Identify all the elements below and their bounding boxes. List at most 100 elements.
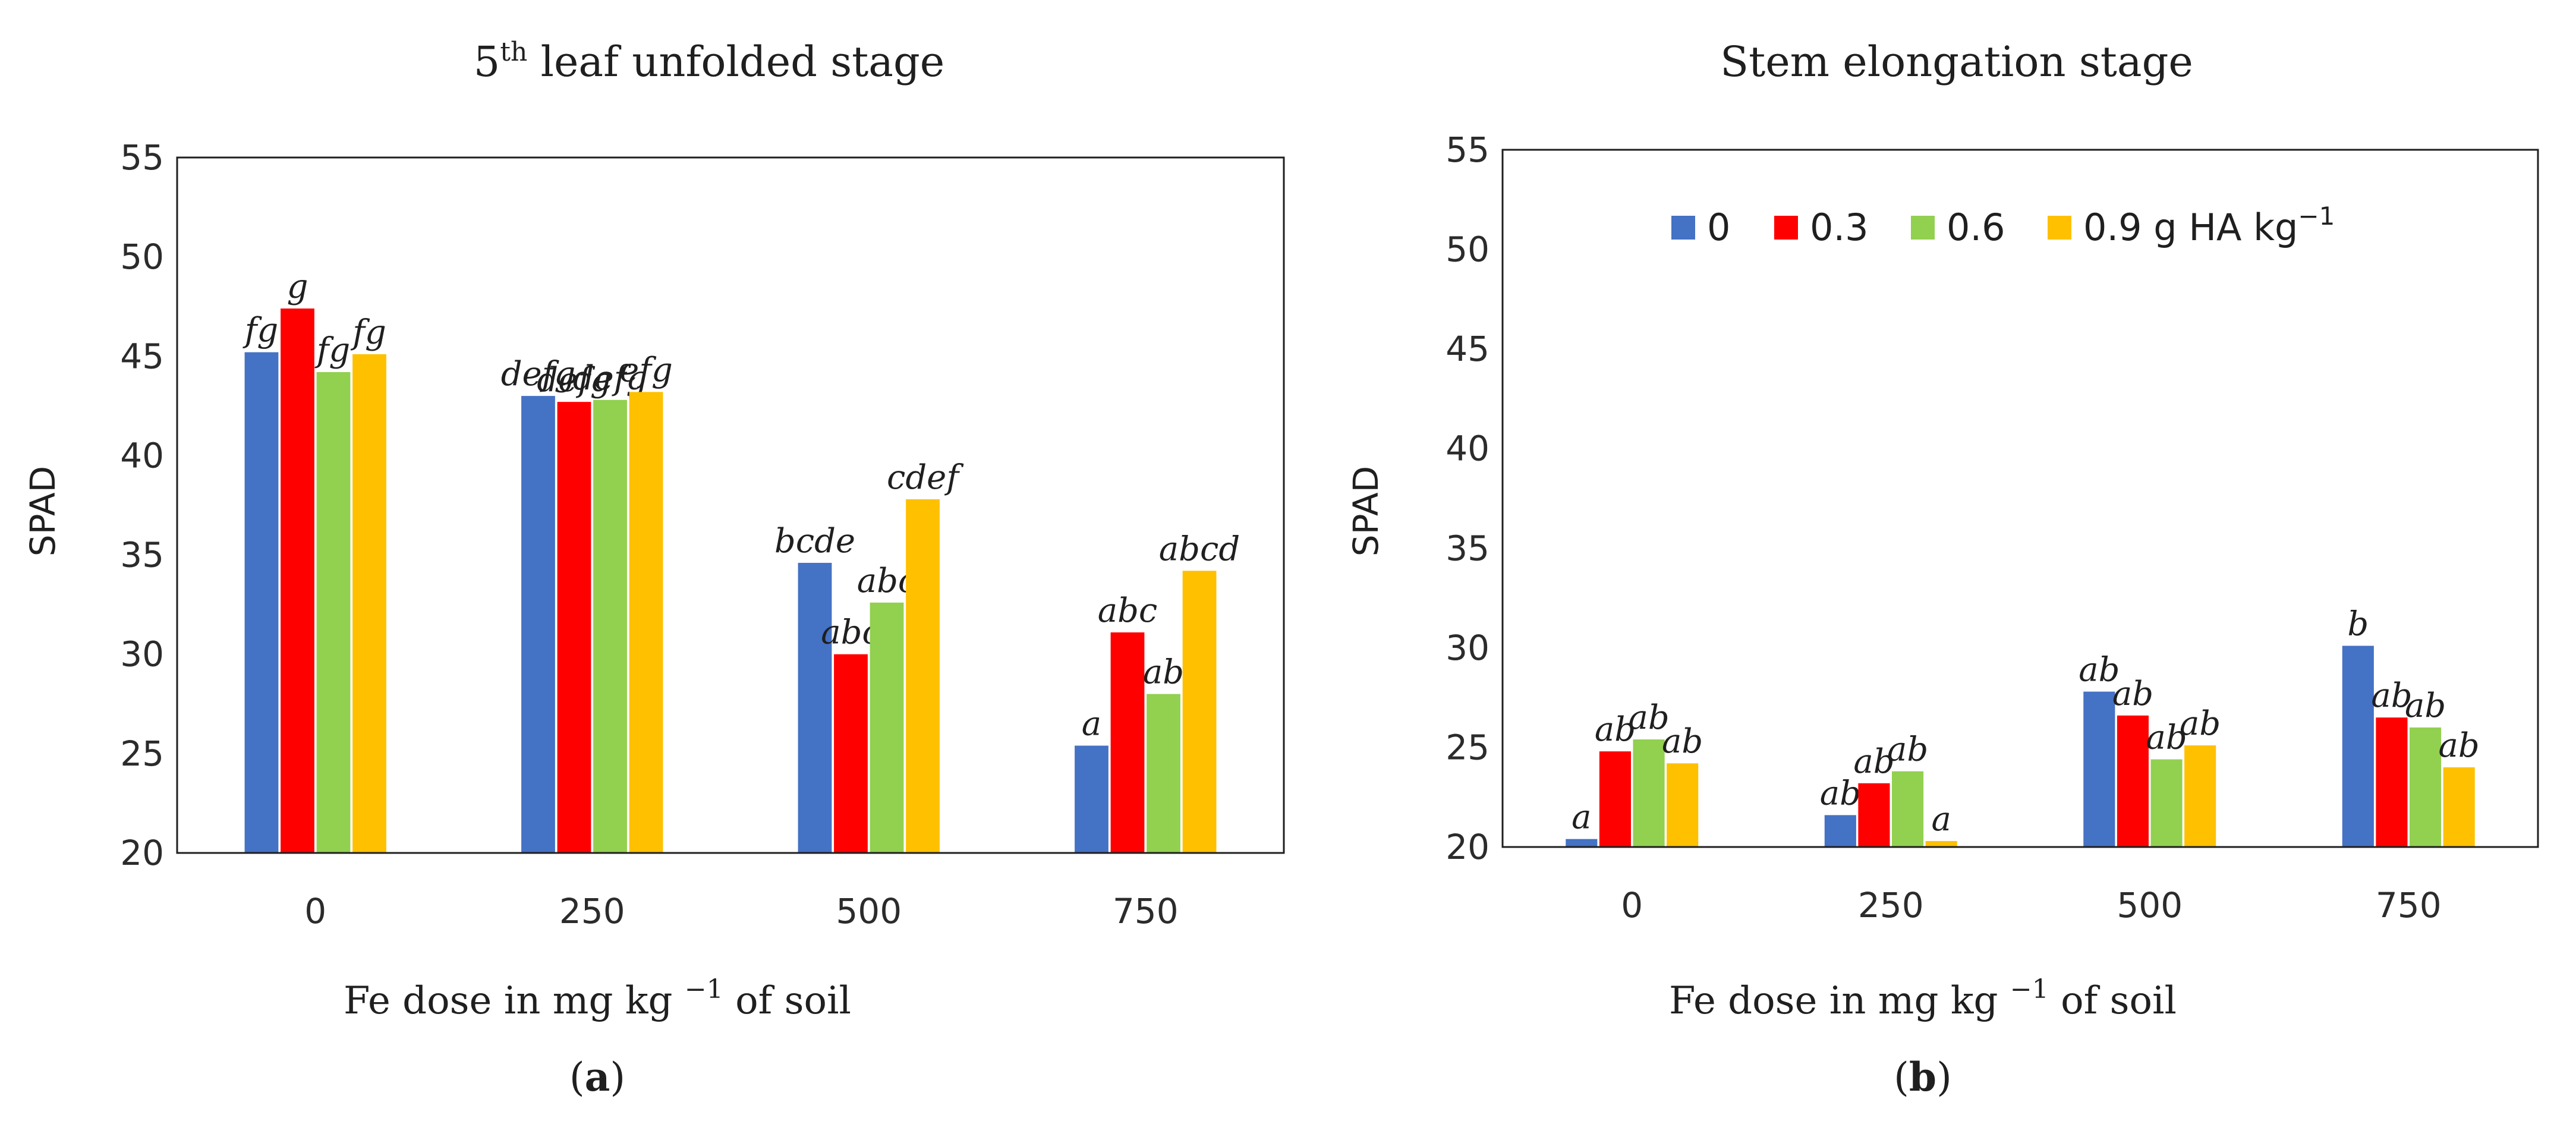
bar <box>281 308 314 853</box>
data-label: ab <box>2112 675 2153 713</box>
chart-b-ylabel: SPAD <box>1346 466 1386 556</box>
x-tick-label: 0 <box>304 891 326 931</box>
chart-b-title: Stem elongation stage <box>1720 37 2193 86</box>
data-label: efg <box>619 351 673 389</box>
y-tick-label: 40 <box>120 435 164 476</box>
data-label: ab <box>1853 742 1894 781</box>
data-label: fg <box>314 331 351 370</box>
bar <box>521 396 555 853</box>
data-label: bcde <box>774 522 855 560</box>
bar <box>1182 571 1217 853</box>
bar <box>1075 745 1109 853</box>
data-label: ab <box>1820 774 1861 813</box>
y-tick-label: 20 <box>1446 827 1489 867</box>
y-tick-label: 50 <box>120 237 164 277</box>
bar <box>316 372 351 853</box>
bar <box>2376 717 2408 847</box>
y-tick-label: 25 <box>120 733 164 774</box>
chart-b-legend: 0 0.3 0.6 0.9 g HA kg−1 <box>1671 201 2335 249</box>
bar <box>1566 839 1598 847</box>
y-tick-label: 30 <box>1446 628 1489 668</box>
bar <box>352 354 386 853</box>
legend-swatch-0 <box>1671 216 1695 240</box>
data-label: ab <box>2405 687 2446 725</box>
bar <box>1858 783 1890 847</box>
data-label: ab <box>2180 704 2221 743</box>
y-tick-label: 55 <box>1446 130 1489 170</box>
data-label: a <box>1572 798 1591 837</box>
legend-swatch-3 <box>2048 216 2071 240</box>
plot-frame <box>1501 149 2539 848</box>
bar <box>906 499 940 853</box>
y-tick-label: 20 <box>120 833 164 873</box>
legend-label-2: 0.6 <box>1947 206 2005 249</box>
legend-swatch-1 <box>1774 216 1798 240</box>
data-label: defg <box>501 355 576 393</box>
bar <box>2342 645 2374 847</box>
bar <box>2083 691 2115 847</box>
chart-b-xlabel: Fe dose in mg kg −1 of soil <box>1669 974 2177 1023</box>
data-label: b <box>2347 605 2369 644</box>
bar <box>2409 727 2442 847</box>
bar <box>2150 759 2183 847</box>
x-tick-label: 250 <box>559 891 625 931</box>
y-tick-label: 40 <box>1446 429 1489 469</box>
x-tick-label: 750 <box>2376 885 2442 925</box>
data-label: a <box>1931 800 1951 839</box>
chart-a-title: 5th leaf unfolded stage <box>474 37 944 86</box>
y-tick-label: 35 <box>120 535 164 575</box>
bar <box>557 402 591 853</box>
y-tick-label: 50 <box>1446 229 1489 270</box>
data-label: ab <box>2079 651 2120 689</box>
chart-a-plot: 2025303540455055fgdefgbcdeagdefgabcabcfg… <box>120 137 1285 931</box>
bar <box>244 352 279 853</box>
chart-b-panel-label: (b) <box>1894 1054 1952 1100</box>
bar <box>629 392 663 853</box>
bar <box>1633 739 1665 847</box>
data-label: ab <box>2371 676 2412 715</box>
bar <box>798 562 832 853</box>
chart-a-ylabel: SPAD <box>23 466 63 556</box>
y-tick-label: 45 <box>1446 329 1489 369</box>
y-tick-label: 45 <box>120 336 164 376</box>
data-label: ab <box>1595 710 1636 749</box>
data-label: defg <box>537 361 612 399</box>
x-tick-label: 750 <box>1113 891 1179 931</box>
bar <box>1925 840 1957 847</box>
data-label: defg <box>573 359 648 398</box>
x-tick-label: 500 <box>836 891 902 931</box>
legend-label-3: 0.9 g HA kg−1 <box>2083 201 2335 249</box>
legend-swatch-2 <box>1911 216 1935 240</box>
chart-a-panel-label: (a) <box>569 1054 625 1100</box>
plot-frame <box>176 156 1285 854</box>
bar <box>870 602 904 853</box>
bar <box>1110 632 1145 853</box>
bar <box>1599 751 1632 847</box>
x-tick-label: 0 <box>1621 885 1643 925</box>
data-label: ab <box>1143 653 1184 692</box>
data-label: ab <box>1662 722 1703 761</box>
bar <box>2117 715 2149 847</box>
bar <box>2443 767 2475 847</box>
data-label: ab <box>2146 719 2187 757</box>
y-tick-label: 30 <box>120 634 164 675</box>
data-label: abc <box>1098 591 1158 630</box>
data-label: a <box>1082 704 1101 743</box>
y-tick-label: 25 <box>1446 727 1489 767</box>
bar <box>1667 763 1699 847</box>
data-label: ab <box>1628 698 1669 737</box>
data-label: g <box>287 267 308 306</box>
y-tick-label: 55 <box>120 137 164 178</box>
bar <box>1891 771 1924 847</box>
data-label: cdef <box>887 458 964 497</box>
data-label: fg <box>350 313 386 352</box>
bar <box>834 654 868 853</box>
legend-label-1: 0.3 <box>1810 206 1869 249</box>
y-tick-label: 35 <box>1446 528 1489 568</box>
bar <box>593 399 627 853</box>
bar <box>1147 694 1180 853</box>
data-label: fg <box>243 311 279 350</box>
data-label: abcd <box>1159 530 1240 568</box>
